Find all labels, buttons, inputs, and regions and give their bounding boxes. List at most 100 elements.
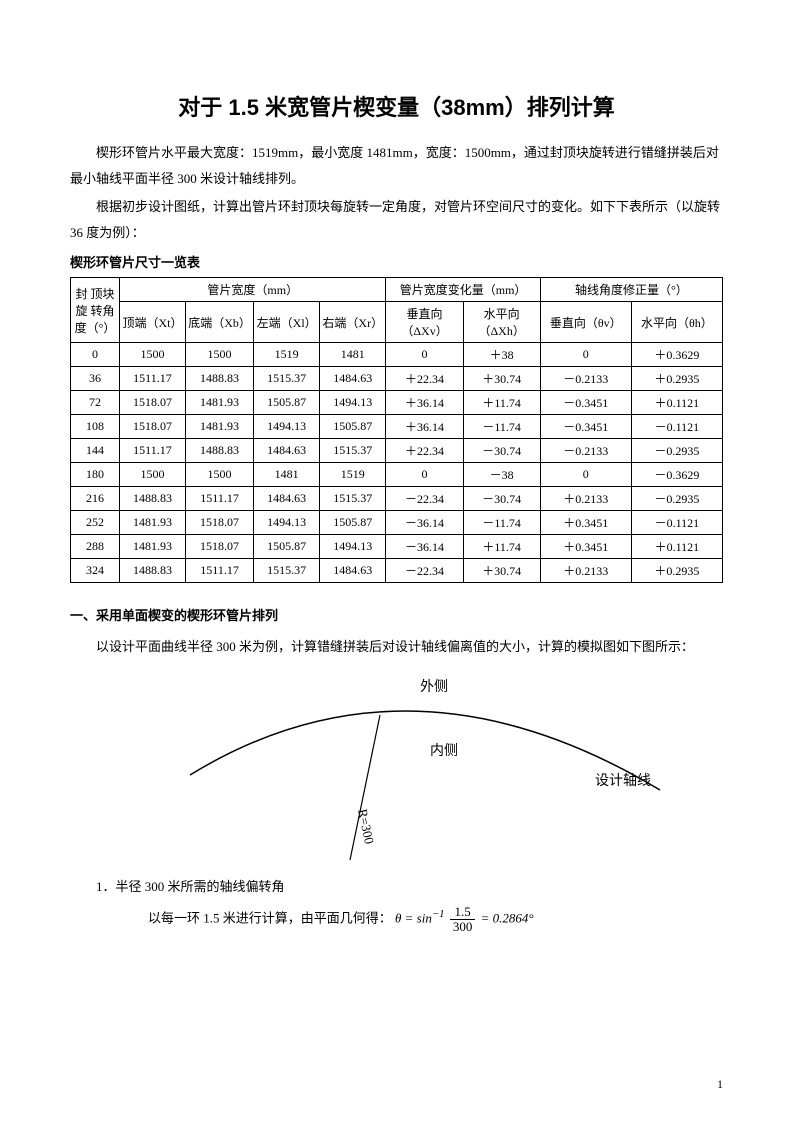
th-dxv: 垂直向（ΔXv） bbox=[386, 302, 463, 343]
table-cell: ＋0.2133 bbox=[540, 487, 631, 511]
table-cell: 1505.87 bbox=[254, 391, 320, 415]
table-cell: 1519 bbox=[320, 463, 386, 487]
arc-curve bbox=[190, 711, 660, 790]
table-cell: 1500 bbox=[120, 343, 186, 367]
table-cell: 1515.37 bbox=[320, 439, 386, 463]
table-cell: ＋0.1121 bbox=[631, 391, 722, 415]
formula-num: 1.5 bbox=[450, 905, 476, 920]
table-cell: －36.14 bbox=[386, 535, 463, 559]
th-thv: 垂直向（θv） bbox=[540, 302, 631, 343]
table-cell: 0 bbox=[540, 343, 631, 367]
table-cell: 72 bbox=[71, 391, 120, 415]
table-cell: ＋22.34 bbox=[386, 439, 463, 463]
table-cell: ＋38 bbox=[463, 343, 540, 367]
radius-label: R=300 bbox=[355, 808, 377, 846]
th-xb: 底端（Xb） bbox=[185, 302, 253, 343]
table-cell: 1505.87 bbox=[320, 415, 386, 439]
table-row: 2881481.931518.071505.871494.13－36.14＋11… bbox=[71, 535, 723, 559]
formula-prefix: 以每一环 1.5 米进行计算，由平面几何得： bbox=[148, 910, 392, 925]
table-cell: 252 bbox=[71, 511, 120, 535]
table-cell: 1518.07 bbox=[185, 535, 253, 559]
table-cell: ＋0.3629 bbox=[631, 343, 722, 367]
table-cell: ＋0.3451 bbox=[540, 535, 631, 559]
table-cell: ＋30.74 bbox=[463, 559, 540, 583]
label-outer: 外侧 bbox=[420, 676, 448, 696]
th-delta: 管片宽度变化量（mm） bbox=[386, 278, 540, 302]
table-cell: 1511.17 bbox=[185, 487, 253, 511]
table-cell: －0.2935 bbox=[631, 439, 722, 463]
table-cell: 36 bbox=[71, 367, 120, 391]
item-1-formula: 以每一环 1.5 米进行计算，由平面几何得： θ = sin−1 1.5 300… bbox=[148, 904, 723, 934]
table-cell: 0 bbox=[71, 343, 120, 367]
table-cell: 1505.87 bbox=[320, 511, 386, 535]
table-cell: 1484.63 bbox=[254, 439, 320, 463]
table-cell: 1500 bbox=[185, 463, 253, 487]
table-cell: －38 bbox=[463, 463, 540, 487]
table-cell: ＋11.74 bbox=[463, 391, 540, 415]
formula-sup: −1 bbox=[432, 908, 445, 920]
formula-den: 300 bbox=[450, 920, 476, 934]
table-cell: 1511.17 bbox=[120, 367, 186, 391]
table-cell: 1511.17 bbox=[185, 559, 253, 583]
table-row: 721518.071481.931505.871494.13＋36.14＋11.… bbox=[71, 391, 723, 415]
table-cell: 108 bbox=[71, 415, 120, 439]
table-cell: 288 bbox=[71, 535, 120, 559]
table-cell: 1481.93 bbox=[185, 391, 253, 415]
table-cell: 0 bbox=[386, 343, 463, 367]
formula-fraction: 1.5 300 bbox=[450, 905, 476, 935]
table-cell: 1505.87 bbox=[254, 535, 320, 559]
table-cell: ＋0.3451 bbox=[540, 511, 631, 535]
table-cell: 1500 bbox=[185, 343, 253, 367]
table-row: 015001500151914810＋380＋0.3629 bbox=[71, 343, 723, 367]
table-cell: ＋30.74 bbox=[463, 367, 540, 391]
table-cell: 1511.17 bbox=[120, 439, 186, 463]
table-cell: 0 bbox=[386, 463, 463, 487]
table-row: 1081518.071481.931494.131505.87＋36.14－11… bbox=[71, 415, 723, 439]
table-cell: 0 bbox=[540, 463, 631, 487]
table-cell: 216 bbox=[71, 487, 120, 511]
table-cell: －22.34 bbox=[386, 487, 463, 511]
table-cell: 1484.63 bbox=[254, 487, 320, 511]
arc-diagram: R=300 外侧 内侧 设计轴线 bbox=[70, 670, 723, 870]
table-cell: 1494.13 bbox=[254, 511, 320, 535]
table-cell: 1518.07 bbox=[120, 415, 186, 439]
table-cell: 1494.13 bbox=[320, 391, 386, 415]
table-cell: ＋11.74 bbox=[463, 535, 540, 559]
page-number: 1 bbox=[717, 1077, 723, 1092]
table-row: 2521481.931518.071494.131505.87－36.14－11… bbox=[71, 511, 723, 535]
table-cell: 1488.83 bbox=[120, 487, 186, 511]
table-cell: 1518.07 bbox=[185, 511, 253, 535]
th-xt: 顶端（Xt） bbox=[120, 302, 186, 343]
table-cell: ＋0.2133 bbox=[540, 559, 631, 583]
table-cell: 1481.93 bbox=[120, 535, 186, 559]
table-cell: －0.2935 bbox=[631, 487, 722, 511]
table-cell: 1484.63 bbox=[320, 559, 386, 583]
label-inner: 内侧 bbox=[430, 740, 458, 760]
table-cell: －0.3451 bbox=[540, 391, 631, 415]
paragraph-1: 楔形环管片水平最大宽度：1519mm，最小宽度 1481mm，宽度：1500mm… bbox=[70, 140, 723, 192]
table-cell: －36.14 bbox=[386, 511, 463, 535]
table-cell: 1481.93 bbox=[185, 415, 253, 439]
table-row: 361511.171488.831515.371484.63＋22.34＋30.… bbox=[71, 367, 723, 391]
table-cell: 144 bbox=[71, 439, 120, 463]
table-row: 3241488.831511.171515.371484.63－22.34＋30… bbox=[71, 559, 723, 583]
table-cell: 1488.83 bbox=[185, 439, 253, 463]
table-cell: 1494.13 bbox=[320, 535, 386, 559]
table-cell: 1488.83 bbox=[120, 559, 186, 583]
table-cell: ＋0.2935 bbox=[631, 559, 722, 583]
table-cell: 324 bbox=[71, 559, 120, 583]
table-cell: 1488.83 bbox=[185, 367, 253, 391]
label-axis: 设计轴线 bbox=[595, 770, 651, 790]
table-cell: －22.34 bbox=[386, 559, 463, 583]
table-cell: －30.74 bbox=[463, 439, 540, 463]
table-cell: 1481 bbox=[254, 463, 320, 487]
table-cell: 1481 bbox=[320, 343, 386, 367]
table-cell: －0.1121 bbox=[631, 415, 722, 439]
table-cell: －0.3451 bbox=[540, 415, 631, 439]
table-cell: －0.3629 bbox=[631, 463, 722, 487]
table-cell: ＋36.14 bbox=[386, 391, 463, 415]
th-width: 管片宽度（mm） bbox=[120, 278, 386, 302]
table-cell: 1515.37 bbox=[320, 487, 386, 511]
dimension-table: 封 顶块旋 转角度（°） 管片宽度（mm） 管片宽度变化量（mm） 轴线角度修正… bbox=[70, 277, 723, 583]
section-1-heading: 一、采用单面楔变的楔形环管片排列 bbox=[70, 605, 723, 624]
